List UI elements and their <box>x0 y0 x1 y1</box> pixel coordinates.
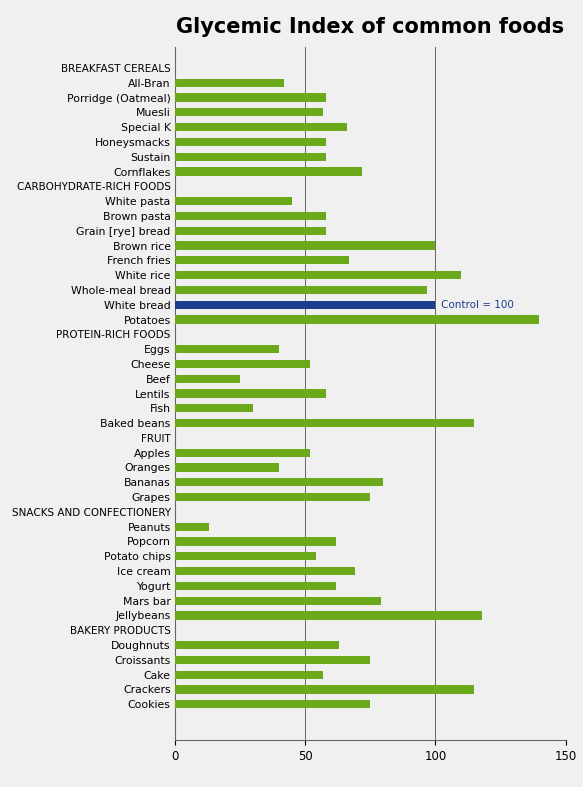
Bar <box>175 478 383 486</box>
Bar <box>175 656 370 664</box>
Bar <box>175 375 240 382</box>
Bar <box>175 538 336 545</box>
Bar <box>175 286 427 294</box>
Bar <box>175 493 370 501</box>
Bar <box>175 94 326 102</box>
Bar <box>175 168 363 176</box>
Bar <box>175 212 326 220</box>
Bar <box>175 464 279 471</box>
Bar <box>175 271 461 279</box>
Bar <box>175 671 324 678</box>
Bar <box>175 242 436 249</box>
Bar <box>175 523 209 530</box>
Bar <box>175 301 436 309</box>
Bar <box>175 419 475 427</box>
Bar <box>175 138 326 146</box>
Bar <box>175 449 310 456</box>
Bar <box>175 700 370 708</box>
Bar <box>175 582 336 590</box>
Text: Control = 100: Control = 100 <box>441 300 514 310</box>
Bar <box>175 257 349 264</box>
Bar <box>175 153 326 161</box>
Bar <box>175 552 315 560</box>
Title: Glycemic Index of common foods: Glycemic Index of common foods <box>176 17 564 37</box>
Bar <box>175 611 482 619</box>
Bar <box>175 597 381 604</box>
Bar <box>175 405 253 412</box>
Bar <box>175 197 292 205</box>
Bar <box>175 316 539 323</box>
Bar <box>175 79 285 87</box>
Bar <box>175 685 475 693</box>
Bar <box>175 227 326 235</box>
Bar <box>175 345 279 353</box>
Bar <box>175 641 339 649</box>
Bar <box>175 360 310 368</box>
Bar <box>175 390 326 397</box>
Bar <box>175 123 347 131</box>
Bar <box>175 567 354 575</box>
Bar <box>175 109 324 116</box>
